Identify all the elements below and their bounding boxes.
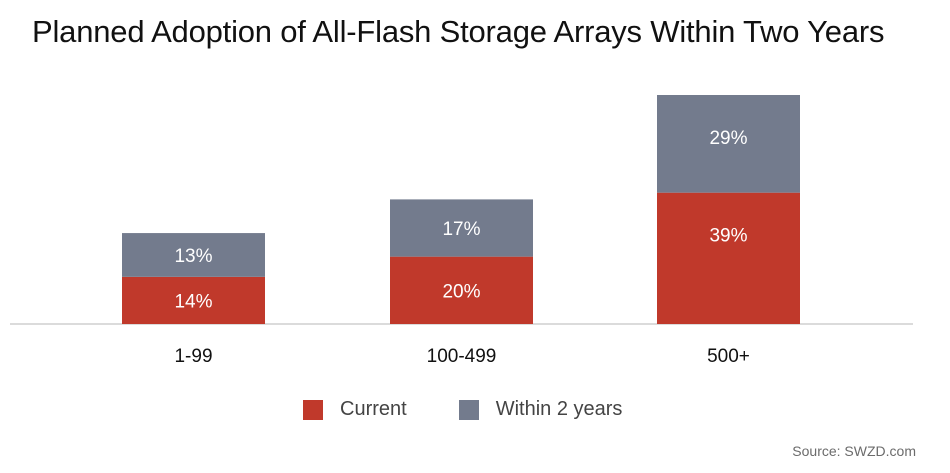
bars-layer xyxy=(122,95,800,324)
data-label-current-0: 14% xyxy=(174,291,212,312)
x-tick-label-1: 100-499 xyxy=(427,346,497,367)
bar-segment-within-2-years-1 xyxy=(390,199,533,257)
legend-swatch-current xyxy=(303,399,323,420)
bar-segment-within-2-years-0 xyxy=(122,233,265,277)
data-label-within-2-years-0: 13% xyxy=(174,246,212,267)
data-label-current-1: 20% xyxy=(442,281,480,302)
chart-title: Planned Adoption of All-Flash Storage Ar… xyxy=(32,14,885,49)
x-axis-tick-labels: 1-99 100-499 500+ xyxy=(174,346,749,367)
legend-label-within-2-years: Within 2 years xyxy=(495,398,623,420)
legend-item-current: Current xyxy=(303,398,407,421)
data-label-current-2: 39% xyxy=(709,226,747,247)
legend-swatch-within-2-years xyxy=(458,399,479,420)
data-label-within-2-years-1: 17% xyxy=(442,219,480,240)
legend-item-within-2-years: Within 2 years xyxy=(458,398,623,421)
bar-segment-within-2-years-2 xyxy=(657,95,800,193)
chart-legend: Current Within 2 years xyxy=(303,398,674,421)
bar-labels-layer: 14% 13% 20% 17% 39% 29% xyxy=(174,128,747,312)
bar-segment-current-2 xyxy=(657,192,800,324)
legend-label-current: Current xyxy=(340,398,407,420)
data-label-within-2-years-2: 29% xyxy=(709,128,747,149)
x-tick-label-0: 1-99 xyxy=(174,346,212,367)
bar-segment-current-0 xyxy=(122,276,265,324)
source-note: Source: SWZD.com xyxy=(792,443,916,459)
bar-segment-current-1 xyxy=(390,256,533,324)
x-tick-label-2: 500+ xyxy=(707,346,750,367)
